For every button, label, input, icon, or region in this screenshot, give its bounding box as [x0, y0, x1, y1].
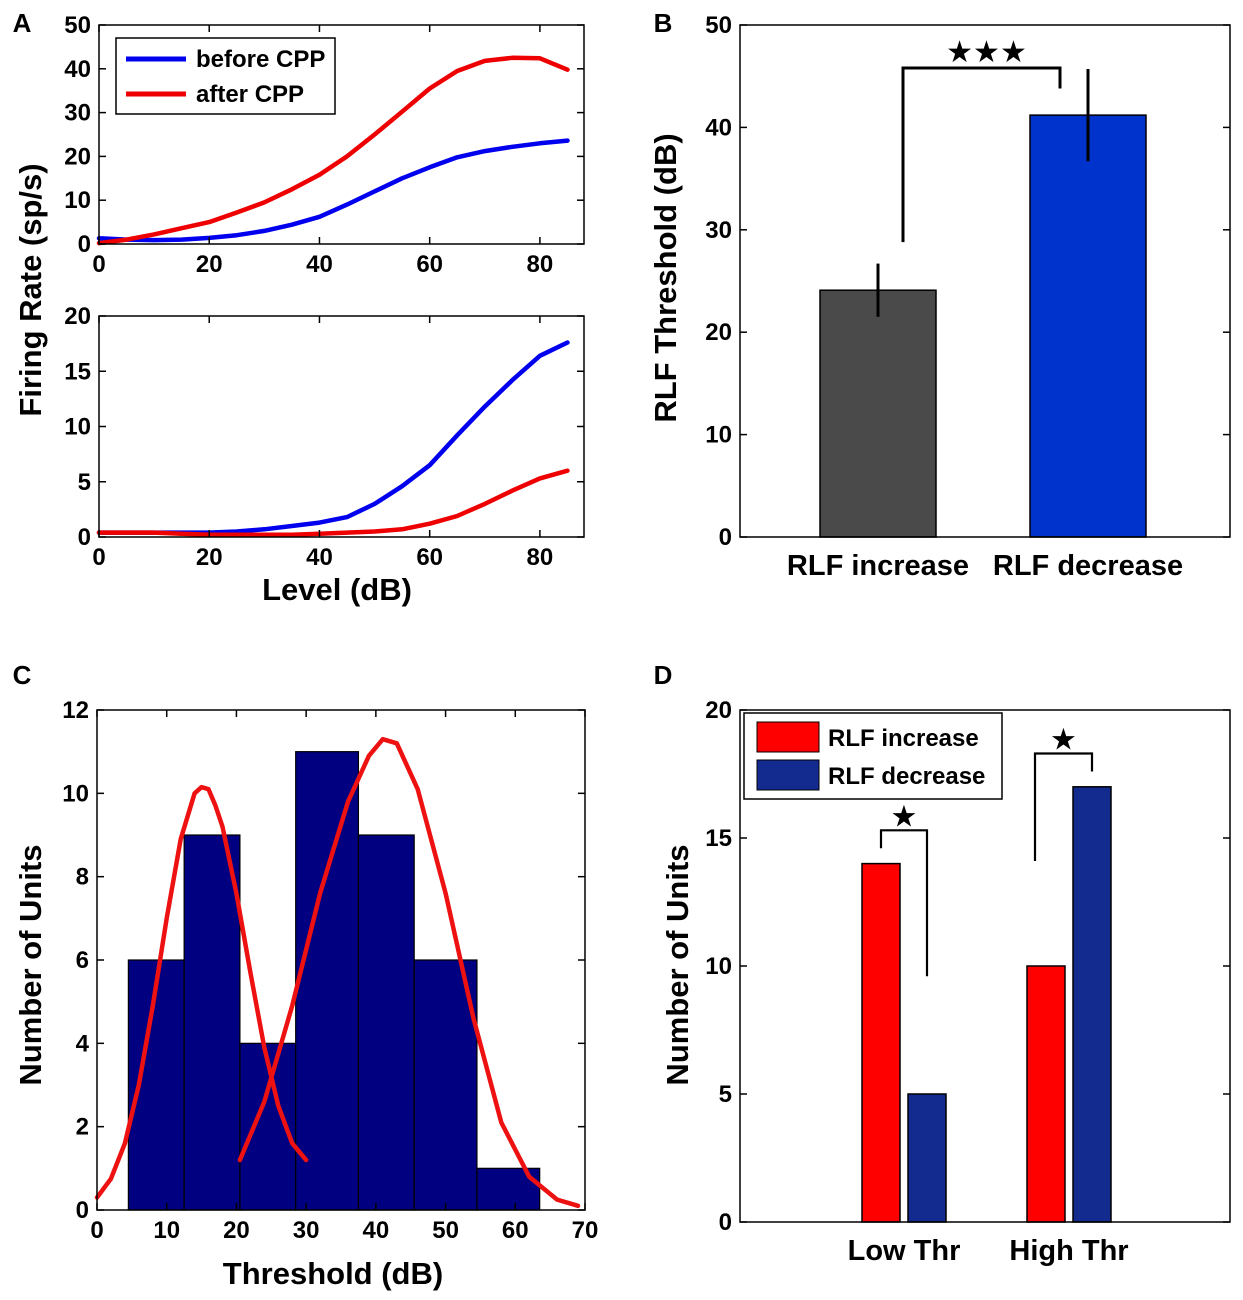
histogram-bar [357, 834, 415, 1211]
panel-c-ytick-label: 10 [62, 780, 89, 807]
panel-a-top-ytick-label: 40 [64, 56, 91, 83]
panel-label-a: A [13, 8, 32, 38]
category-label: RLF decrease [993, 550, 1183, 582]
legend-swatch [756, 759, 820, 791]
panel-b-y-axis-label: RLF Threshold (dB) [648, 133, 683, 422]
panel-c-ytick-label: 6 [76, 947, 89, 974]
panel-c-xtick-label: 60 [502, 1217, 529, 1244]
panel-d-ytick-label: 5 [719, 1081, 732, 1108]
panel-a-top-ytick-label: 50 [64, 12, 91, 39]
gaussian-fit-line-2 [237, 736, 581, 1209]
panel-c-ytick-label: 8 [76, 864, 89, 891]
legend-label: RLF decrease [828, 763, 985, 790]
series-line-before-cpp [96, 138, 570, 243]
panel-c-ytick-label: 12 [62, 697, 89, 724]
panel-a-bottom-axes [98, 315, 585, 538]
panel-a-top-xtick-label: 0 [92, 251, 105, 278]
panel-a-bottom-ytick-label: 5 [78, 469, 91, 496]
panel-label-b: B [654, 8, 673, 38]
panel-c-xtick-label: 10 [153, 1217, 180, 1244]
panel-d-chart: Low Thr High Thr ★ ★ RLF increase RLF decreas… [705, 697, 1231, 1267]
panel-a-top-axes [98, 24, 585, 245]
panel-a-top-xtick-label: 20 [196, 251, 223, 278]
legend-label: RLF increase [828, 725, 979, 752]
panel-label-d: D [654, 660, 673, 690]
series-line-after-cpp [96, 55, 570, 246]
histogram-bar [295, 751, 360, 1211]
panel-c-xtick-label: 70 [572, 1217, 599, 1244]
panel-b-ytick-label: 40 [705, 114, 732, 141]
bar [861, 862, 901, 1223]
panel-b-chart: RLF increase RLF decrease ★★★ 0 10 20 30 40 50 [705, 12, 1231, 582]
panel-a-bottom-xtick-label: 20 [196, 544, 223, 571]
panel-d-ytick-label: 10 [705, 953, 732, 980]
significance-star: ★ [1050, 724, 1077, 757]
significance-star: ★ [891, 800, 918, 833]
panel-b-ytick-label: 0 [719, 524, 732, 551]
panel-a-bottom-xtick-label: 60 [416, 544, 443, 571]
bar [907, 1093, 947, 1223]
bar [819, 289, 937, 538]
panel-a-top-ytick-label: 20 [64, 143, 91, 170]
bar [1026, 965, 1066, 1223]
panel-a-bottom-chart: 0 5 10 15 20 0 20 40 60 80 [64, 303, 585, 571]
panel-b-axes [739, 24, 1231, 538]
panel-a-top-chart: 0 10 20 30 40 50 0 20 40 60 80 before CPP after CPP [64, 12, 585, 278]
significance-bracket [879, 829, 929, 977]
panel-a-top-xtick-label: 40 [306, 251, 333, 278]
panel-a-bottom-ytick-label: 20 [64, 303, 91, 330]
histogram-bar [183, 834, 241, 1211]
panel-c-xtick-label: 0 [90, 1217, 103, 1244]
legend-swatch [756, 721, 820, 753]
panel-d-y-axis-label: Number of Units [660, 844, 695, 1085]
legend-label: before CPP [196, 46, 325, 73]
panel-d-ytick-label: 15 [705, 825, 732, 852]
panel-c-xtick-label: 30 [293, 1217, 320, 1244]
legend-label: after CPP [196, 81, 304, 108]
panel-c-ytick-label: 4 [76, 1030, 90, 1057]
panel-b-ytick-label: 50 [705, 12, 732, 39]
panel-a-top-ytick-label: 10 [64, 187, 91, 214]
series-line-after-cpp [96, 468, 570, 538]
panel-c-xtick-label: 50 [432, 1217, 459, 1244]
panel-a-top-ytick-label: 30 [64, 100, 91, 127]
panel-c-y-axis-label: Number of Units [13, 844, 48, 1085]
panel-b-ytick-label: 30 [705, 217, 732, 244]
panel-a-x-axis-label: Level (dB) [262, 572, 412, 607]
panel-b-ytick-label: 20 [705, 319, 732, 346]
panel-b-ytick-label: 10 [705, 422, 732, 449]
panel-c-xtick-label: 20 [223, 1217, 250, 1244]
bar [1072, 786, 1112, 1223]
series-line-before-cpp [96, 340, 570, 535]
panel-a-top-xtick-label: 60 [416, 251, 443, 278]
panel-a-bottom-xtick-label: 40 [306, 544, 333, 571]
significance-bracket [1033, 752, 1094, 862]
category-label: RLF increase [787, 550, 969, 582]
panel-a-top-ytick-label: 0 [78, 231, 91, 258]
panel-c-xtick-label: 40 [363, 1217, 390, 1244]
panel-a-bottom-ytick-label: 15 [64, 358, 91, 385]
panel-a-bottom-ytick-label: 0 [78, 524, 91, 551]
panel-a-top-xtick-label: 80 [527, 251, 554, 278]
panel-c-chart: 0 2 4 6 8 10 12 0 10 20 30 40 50 60 70 [62, 697, 598, 1244]
panel-d-ytick-label: 20 [705, 697, 732, 724]
panel-c-ytick-label: 2 [76, 1114, 89, 1141]
panel-d-ytick-label: 0 [719, 1209, 732, 1236]
significance-stars: ★★★ [946, 36, 1027, 69]
panel-a-bottom-ytick-label: 10 [64, 414, 91, 441]
bar [1029, 114, 1147, 538]
panel-c-ytick-label: 0 [76, 1197, 89, 1224]
category-label: Low Thr [848, 1235, 961, 1267]
category-label: High Thr [1009, 1235, 1128, 1267]
panel-c-x-axis-label: Threshold (dB) [223, 1256, 443, 1291]
gaussian-fit-line-1 [94, 784, 309, 1200]
panel-a-y-axis-label: Firing Rate (sp/s) [13, 163, 48, 416]
panel-a-legend [115, 37, 336, 115]
panel-label-c: C [13, 660, 32, 690]
panel-a-bottom-xtick-label: 0 [92, 544, 105, 571]
panel-a-bottom-xtick-label: 80 [527, 544, 554, 571]
significance-bracket [901, 66, 1062, 243]
histogram-bar [413, 959, 478, 1211]
